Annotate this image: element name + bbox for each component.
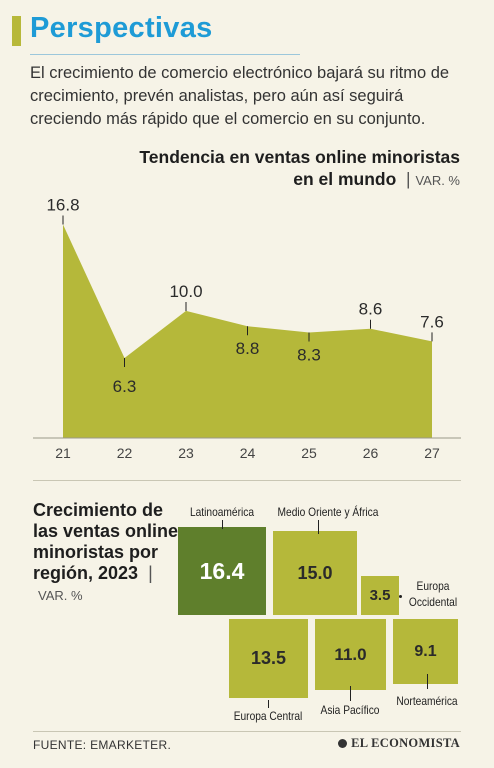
region-leader-line bbox=[268, 700, 269, 708]
treemap-title-text: Crecimiento de las ventas online minoris… bbox=[33, 500, 179, 583]
data-label: 16.8 bbox=[46, 196, 79, 215]
source-note: FUENTE: EMARKETER. bbox=[33, 738, 172, 752]
x-tick-label: 26 bbox=[363, 445, 379, 461]
x-tick-label: 21 bbox=[55, 445, 71, 461]
region-label: Latinoamérica bbox=[189, 505, 255, 519]
region-label: Europa Occidental bbox=[408, 579, 458, 609]
region-box: 3.5 bbox=[361, 576, 399, 615]
region-leader-line bbox=[318, 520, 319, 534]
x-tick-label: 25 bbox=[301, 445, 317, 461]
brand-name: EL ECONOMISTA bbox=[351, 736, 460, 750]
title-rule bbox=[30, 54, 300, 55]
data-label: 6.3 bbox=[113, 377, 137, 396]
brand-mark-icon bbox=[338, 739, 348, 748]
region-box: 16.4 bbox=[178, 527, 266, 615]
region-label: Norteamérica bbox=[396, 694, 458, 708]
region-leader-line bbox=[222, 520, 223, 529]
x-tick-label: 22 bbox=[117, 445, 133, 461]
data-label: 8.3 bbox=[297, 346, 321, 365]
line-chart-unit: VAR. % bbox=[415, 173, 460, 188]
title-accent-bar bbox=[12, 16, 21, 46]
brand-logo: EL ECONOMISTA bbox=[338, 736, 460, 751]
x-tick-label: 24 bbox=[240, 445, 256, 461]
area-chart: 16.8 21 6.3 22 10.0 23 8.8 24 8.3 25 8.6 26 7.6 27 bbox=[33, 196, 461, 461]
region-box: 13.5 bbox=[229, 619, 308, 698]
treemap-title: Crecimiento de las ventas online minoris… bbox=[33, 500, 183, 606]
region-leader-line bbox=[350, 686, 351, 701]
page-title: Perspectivas bbox=[30, 12, 213, 44]
line-chart-title-line2: en el mundo bbox=[293, 169, 397, 189]
title-separator: | bbox=[401, 169, 416, 189]
x-tick-label: 27 bbox=[424, 445, 440, 461]
region-box: 9.1 bbox=[393, 619, 458, 684]
section-divider bbox=[33, 480, 461, 481]
footer-divider bbox=[33, 731, 461, 732]
region-box: 11.0 bbox=[315, 619, 386, 690]
treemap-unit: VAR. % bbox=[38, 588, 83, 603]
region-label: Europa Central bbox=[233, 709, 303, 723]
region-label: Medio Oriente y África bbox=[277, 505, 379, 519]
region-box: 15.0 bbox=[273, 531, 357, 615]
x-tick-label: 23 bbox=[178, 445, 194, 461]
data-label: 7.6 bbox=[420, 312, 444, 331]
line-chart-title: Tendencia en ventas online minoristas en… bbox=[60, 146, 460, 192]
line-chart-title-line1: Tendencia en ventas online minoristas bbox=[139, 147, 460, 167]
treemap-title-separator: | bbox=[33, 563, 153, 604]
data-label: 8.8 bbox=[236, 339, 260, 358]
intro-text: El crecimiento de comercio electrónico b… bbox=[30, 64, 450, 128]
region-label: Asia Pacífico bbox=[320, 703, 380, 717]
region-leader-dot bbox=[399, 595, 402, 598]
region-leader-line bbox=[427, 674, 428, 689]
data-label: 10.0 bbox=[169, 282, 202, 301]
data-label: 8.6 bbox=[359, 300, 383, 319]
